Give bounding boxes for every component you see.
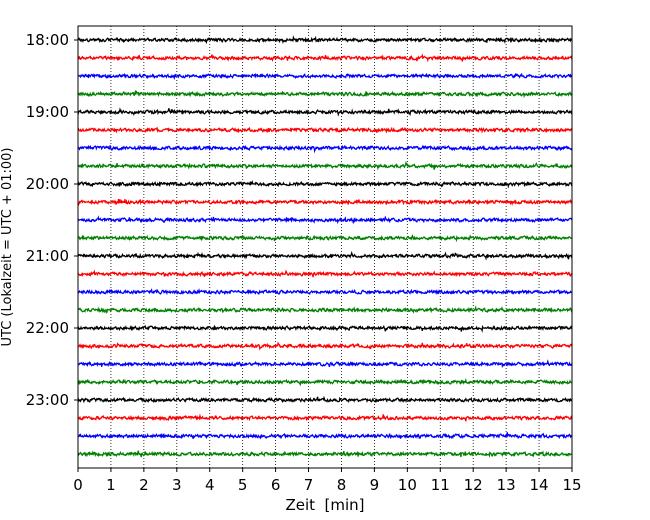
trace-line xyxy=(77,287,573,296)
trace-line xyxy=(77,215,573,225)
y-tick-label: 18:00 xyxy=(26,31,69,49)
trace-line xyxy=(77,144,573,154)
x-tick-label: 6 xyxy=(271,476,281,494)
y-axis-ticks: 18:00 19:00 20:00 21:00 22:00 23:00 xyxy=(26,31,78,409)
trace-line xyxy=(77,324,573,333)
x-tick-label: 15 xyxy=(562,476,581,494)
trace-line xyxy=(77,35,573,45)
x-tick-label: 9 xyxy=(370,476,380,494)
trace-line xyxy=(77,179,573,189)
x-axis-ticks: 0 1 2 3 4 5 6 7 8 9 10 11 12 13 14 15 xyxy=(73,468,582,494)
y-tick-label: 23:00 xyxy=(26,391,69,409)
trace-line xyxy=(77,377,573,387)
x-tick-label: 0 xyxy=(73,476,83,494)
y-tick-label: 22:00 xyxy=(26,319,69,337)
trace-line xyxy=(77,269,573,278)
trace-line xyxy=(77,53,573,63)
x-tick-label: 14 xyxy=(530,476,549,494)
x-axis-label: Zeit [min] xyxy=(285,496,364,514)
trace-line xyxy=(77,305,573,314)
x-tick-label: 12 xyxy=(464,476,483,494)
trace-line xyxy=(77,89,573,99)
trace-line xyxy=(77,198,573,207)
trace-line xyxy=(77,250,573,261)
trace-group xyxy=(77,35,573,459)
x-tick-label: 3 xyxy=(172,476,182,494)
y-tick-label: 21:00 xyxy=(26,247,69,265)
y-axis-label: UTC (Lokalzeit = UTC + 01:00) xyxy=(0,148,15,347)
x-tick-label: 8 xyxy=(337,476,347,494)
trace-line xyxy=(77,160,573,171)
trace-line xyxy=(77,395,573,404)
x-tick-label: 1 xyxy=(106,476,116,494)
trace-line xyxy=(77,450,573,459)
x-tick-label: 4 xyxy=(205,476,215,494)
y-tick-label: 20:00 xyxy=(26,175,69,193)
x-tick-label: 11 xyxy=(431,476,450,494)
y-tick-label: 19:00 xyxy=(26,103,69,121)
trace-line xyxy=(77,432,573,440)
x-tick-label: 13 xyxy=(497,476,516,494)
trace-line xyxy=(77,413,573,422)
trace-line xyxy=(77,126,573,134)
plot-area-frame xyxy=(77,25,573,469)
x-tick-label: 2 xyxy=(139,476,149,494)
x-tick-label: 7 xyxy=(304,476,314,494)
trace-line xyxy=(77,359,573,369)
trace-line xyxy=(77,234,573,243)
x-tick-label: 10 xyxy=(398,476,417,494)
trace-line xyxy=(77,107,573,117)
trace-line xyxy=(77,341,573,351)
trace-line xyxy=(77,72,573,80)
x-tick-label: 5 xyxy=(238,476,248,494)
